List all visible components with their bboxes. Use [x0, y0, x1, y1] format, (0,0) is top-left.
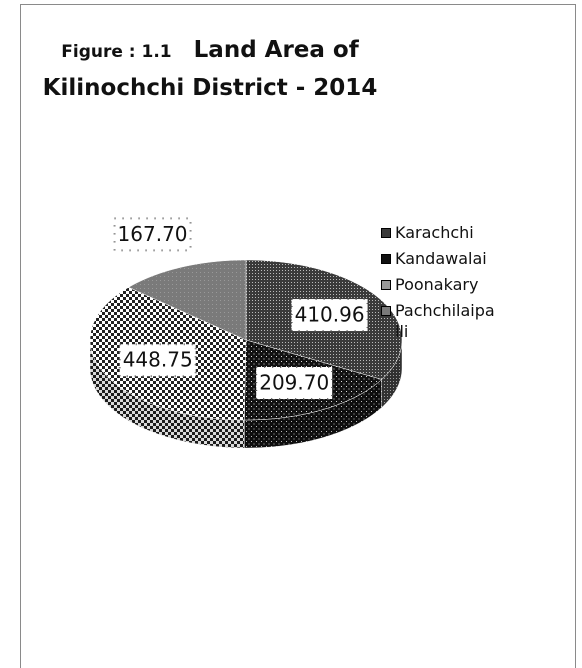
legend-label: Kandawalai	[395, 249, 487, 268]
legend-item: Karachchi	[381, 222, 495, 243]
data-label: 448.75	[123, 348, 193, 372]
chart-frame	[20, 4, 576, 668]
legend-label: Poonakary	[395, 275, 479, 294]
slice-side-shade	[381, 340, 402, 408]
legend-item: Poonakary	[381, 274, 495, 295]
figure-label: Figure : 1.1	[61, 42, 172, 62]
slice-side-shade	[90, 340, 245, 448]
data-label: 410.96	[295, 303, 365, 327]
slice-side-shade	[244, 379, 382, 448]
data-label-box	[113, 217, 192, 252]
chart-title: Land Area of Kilinochchi District - 2014	[42, 37, 378, 101]
legend-swatch	[381, 306, 391, 316]
legend-item: Pachchilaipalli	[381, 300, 495, 342]
data-label-box	[255, 365, 334, 400]
legend-item: Kandawalai	[381, 248, 495, 269]
data-label-box	[290, 298, 369, 333]
data-label: 209.70	[259, 370, 329, 394]
legend-swatch	[381, 228, 391, 238]
legend-swatch	[381, 254, 391, 264]
legend-swatch	[381, 280, 391, 290]
chart-title-block: Figure : 1.1 Land Area of Kilinochchi Dis…	[30, 32, 390, 106]
legend-label: Pachchilaipalli	[395, 301, 495, 341]
data-label-box	[118, 343, 197, 378]
legend-label: Karachchi	[395, 223, 474, 242]
slice	[128, 259, 247, 341]
data-label: 167.70	[118, 222, 188, 246]
